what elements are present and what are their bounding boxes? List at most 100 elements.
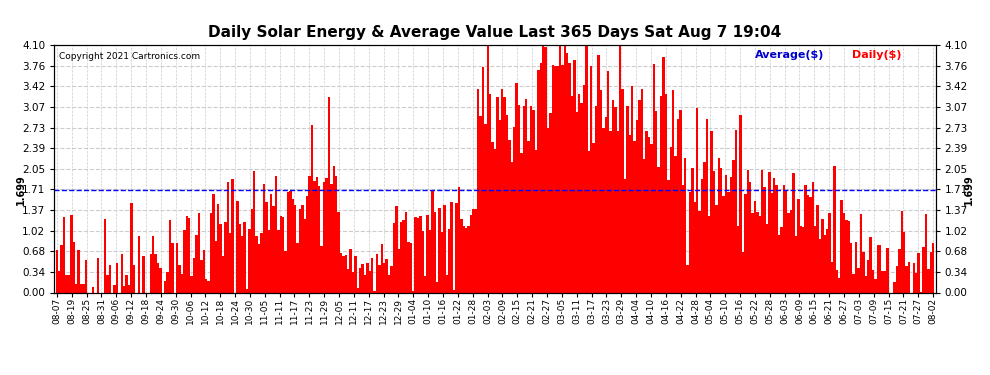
- Bar: [207, 281, 210, 292]
- Bar: [183, 231, 186, 292]
- Bar: [718, 158, 720, 292]
- Bar: [645, 131, 647, 292]
- Bar: [292, 199, 294, 292]
- Bar: [549, 113, 551, 292]
- Bar: [819, 239, 821, 292]
- Bar: [530, 106, 533, 292]
- Bar: [857, 268, 859, 292]
- Bar: [318, 186, 321, 292]
- Bar: [847, 221, 850, 292]
- Bar: [672, 90, 674, 292]
- Bar: [171, 243, 173, 292]
- Bar: [270, 194, 272, 292]
- Bar: [224, 222, 227, 292]
- Bar: [918, 253, 920, 292]
- Bar: [496, 98, 499, 292]
- Bar: [679, 110, 681, 292]
- Bar: [641, 89, 644, 292]
- Bar: [489, 94, 491, 292]
- Bar: [131, 203, 133, 292]
- Bar: [472, 209, 474, 292]
- Bar: [597, 55, 600, 292]
- Bar: [694, 202, 696, 292]
- Bar: [164, 281, 166, 292]
- Bar: [513, 127, 516, 292]
- Bar: [746, 170, 749, 292]
- Bar: [306, 196, 309, 292]
- Bar: [713, 171, 715, 292]
- Bar: [436, 282, 439, 292]
- Bar: [491, 142, 494, 292]
- Bar: [903, 232, 906, 292]
- Bar: [742, 252, 744, 292]
- Bar: [412, 291, 415, 292]
- Bar: [434, 211, 436, 292]
- Bar: [246, 290, 248, 292]
- Bar: [590, 66, 592, 292]
- Bar: [237, 201, 239, 292]
- Bar: [778, 235, 780, 292]
- Bar: [841, 200, 842, 292]
- Bar: [546, 128, 549, 292]
- Bar: [826, 229, 829, 292]
- Bar: [123, 286, 126, 292]
- Bar: [735, 130, 737, 292]
- Bar: [417, 218, 419, 292]
- Bar: [664, 94, 667, 292]
- Text: 1.699: 1.699: [964, 175, 974, 206]
- Bar: [296, 243, 299, 292]
- Bar: [696, 108, 698, 292]
- Bar: [657, 167, 660, 292]
- Bar: [279, 216, 282, 292]
- Bar: [834, 166, 836, 292]
- Bar: [82, 284, 84, 292]
- Bar: [898, 249, 901, 292]
- Bar: [540, 63, 542, 292]
- Bar: [452, 290, 455, 292]
- Bar: [422, 231, 424, 292]
- Bar: [563, 46, 566, 292]
- Bar: [128, 285, 131, 292]
- Bar: [253, 171, 255, 292]
- Bar: [862, 252, 864, 292]
- Bar: [783, 185, 785, 292]
- Bar: [92, 287, 94, 292]
- Bar: [460, 219, 462, 292]
- Bar: [785, 191, 787, 292]
- Bar: [556, 66, 558, 292]
- Bar: [761, 170, 763, 292]
- Bar: [876, 244, 879, 292]
- Bar: [737, 225, 740, 292]
- Bar: [607, 71, 610, 292]
- Bar: [592, 143, 595, 292]
- Bar: [104, 219, 106, 292]
- Bar: [457, 187, 460, 292]
- Bar: [415, 217, 417, 292]
- Bar: [284, 251, 287, 292]
- Bar: [867, 260, 869, 292]
- Bar: [812, 182, 814, 292]
- Bar: [518, 105, 521, 292]
- Bar: [248, 230, 250, 292]
- Bar: [385, 259, 388, 292]
- Bar: [60, 245, 63, 292]
- Bar: [405, 212, 407, 292]
- Bar: [629, 135, 631, 292]
- Bar: [63, 217, 65, 292]
- Bar: [706, 119, 708, 292]
- Bar: [467, 226, 469, 292]
- Bar: [395, 206, 398, 292]
- Bar: [554, 66, 556, 292]
- Bar: [193, 258, 195, 292]
- Bar: [551, 65, 554, 292]
- Bar: [602, 128, 605, 292]
- Bar: [432, 191, 434, 292]
- Bar: [486, 45, 489, 292]
- Bar: [58, 271, 60, 292]
- Bar: [343, 256, 345, 292]
- Bar: [610, 131, 612, 292]
- Bar: [446, 274, 448, 292]
- Bar: [780, 227, 783, 292]
- Bar: [282, 217, 284, 292]
- Bar: [272, 206, 275, 292]
